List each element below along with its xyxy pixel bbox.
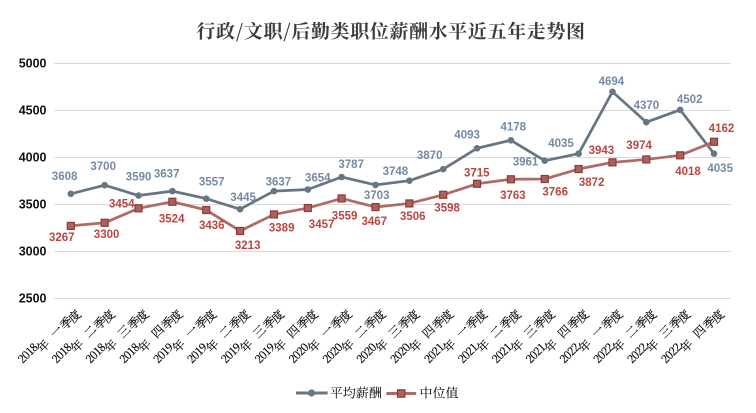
svg-text:3300: 3300: [94, 229, 120, 241]
svg-text:4018: 4018: [675, 166, 701, 178]
svg-text:5000: 5000: [19, 56, 47, 70]
svg-text:3557: 3557: [199, 176, 225, 188]
svg-text:2500: 2500: [19, 291, 47, 305]
svg-text:3787: 3787: [338, 159, 364, 171]
svg-text:3500: 3500: [19, 197, 47, 211]
svg-text:3872: 3872: [579, 177, 605, 189]
svg-text:3870: 3870: [417, 150, 443, 162]
svg-text:3654: 3654: [305, 173, 331, 185]
svg-text:3598: 3598: [434, 203, 460, 215]
svg-text:4000: 4000: [19, 150, 47, 164]
svg-text:3766: 3766: [542, 187, 568, 199]
svg-text:3445: 3445: [230, 192, 256, 204]
svg-text:3524: 3524: [159, 214, 185, 226]
svg-text:4502: 4502: [677, 94, 703, 106]
svg-text:3748: 3748: [383, 166, 409, 178]
svg-text:3590: 3590: [126, 172, 152, 184]
svg-text:3559: 3559: [332, 211, 358, 223]
svg-text:3000: 3000: [19, 244, 47, 258]
svg-text:3703: 3703: [364, 190, 390, 202]
svg-text:3974: 3974: [626, 140, 652, 152]
svg-text:3213: 3213: [235, 240, 261, 252]
svg-text:4500: 4500: [19, 103, 47, 117]
svg-text:3700: 3700: [90, 161, 116, 173]
svg-text:3436: 3436: [199, 220, 225, 232]
svg-text:4035: 4035: [548, 138, 574, 150]
svg-text:4162: 4162: [709, 123, 735, 135]
svg-text:3454: 3454: [109, 198, 135, 210]
svg-text:3961: 3961: [513, 157, 539, 169]
svg-text:4694: 4694: [599, 76, 625, 88]
svg-text:3608: 3608: [52, 171, 78, 183]
svg-text:4370: 4370: [634, 100, 660, 112]
svg-text:3457: 3457: [309, 219, 335, 231]
svg-text:3943: 3943: [589, 145, 615, 157]
svg-text:3506: 3506: [400, 211, 426, 223]
svg-text:4093: 4093: [454, 130, 480, 142]
svg-text:3389: 3389: [269, 223, 295, 235]
svg-text:3637: 3637: [266, 176, 292, 188]
svg-text:3637: 3637: [154, 168, 180, 180]
svg-text:3267: 3267: [49, 232, 75, 244]
svg-text:4178: 4178: [501, 121, 527, 133]
svg-text:3467: 3467: [362, 216, 388, 228]
svg-text:3715: 3715: [464, 168, 490, 180]
svg-text:4035: 4035: [707, 163, 733, 175]
svg-text:3763: 3763: [500, 190, 526, 202]
